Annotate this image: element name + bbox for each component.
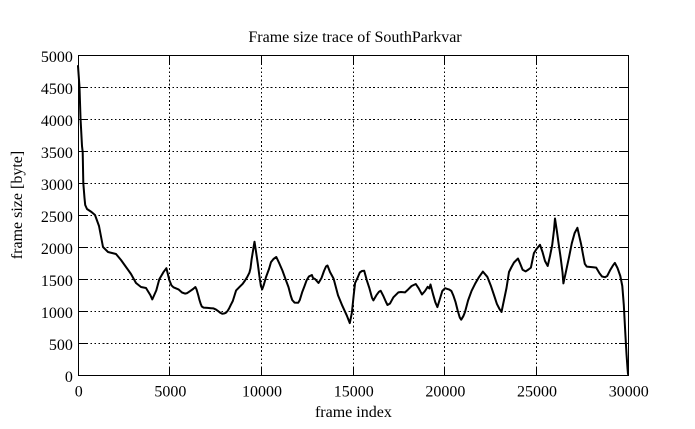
svg-text:4500: 4500 (41, 81, 73, 98)
svg-text:5000: 5000 (41, 49, 73, 66)
svg-text:20000: 20000 (425, 384, 465, 401)
svg-text:1500: 1500 (41, 273, 73, 290)
svg-text:2500: 2500 (41, 209, 73, 226)
svg-text:0: 0 (75, 384, 83, 401)
svg-text:500: 500 (49, 337, 73, 354)
svg-text:10000: 10000 (242, 384, 282, 401)
svg-text:frame size [byte]: frame size [byte] (9, 151, 26, 259)
svg-text:3500: 3500 (41, 145, 73, 162)
svg-text:0: 0 (65, 369, 73, 386)
svg-text:Frame size trace of SouthParkv: Frame size trace of SouthParkvar (248, 29, 462, 46)
svg-text:2000: 2000 (41, 241, 73, 258)
svg-text:5000: 5000 (154, 384, 186, 401)
svg-text:frame index: frame index (315, 404, 392, 421)
svg-text:30000: 30000 (609, 384, 649, 401)
svg-text:4000: 4000 (41, 113, 73, 130)
svg-text:25000: 25000 (517, 384, 557, 401)
svg-text:3000: 3000 (41, 177, 73, 194)
svg-text:15000: 15000 (334, 384, 374, 401)
svg-text:1000: 1000 (41, 305, 73, 322)
